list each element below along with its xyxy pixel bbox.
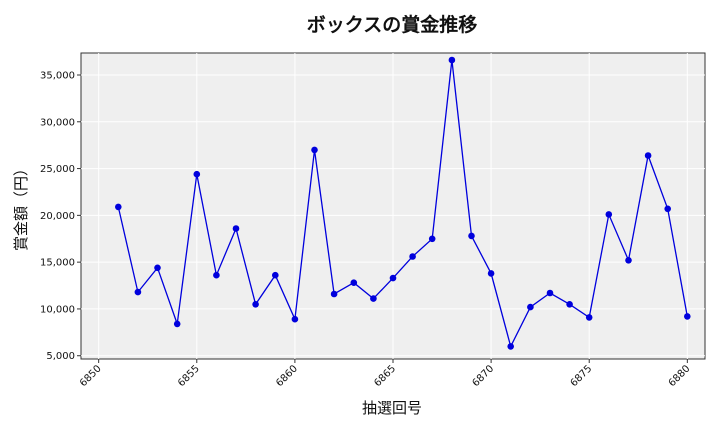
data-point — [507, 343, 514, 350]
series-line — [117, 59, 688, 349]
data-point — [330, 290, 338, 298]
data-point — [311, 146, 318, 154]
data-point — [389, 274, 397, 282]
x-tick-label: 6855 — [176, 363, 202, 389]
data-points — [115, 56, 691, 350]
x-tick-label: 6870 — [470, 363, 496, 389]
data-point — [115, 203, 122, 211]
data-point — [527, 303, 534, 311]
y-tick-label: 20,000 — [40, 211, 75, 222]
data-point — [428, 235, 436, 243]
x-tick-label: 6865 — [372, 363, 398, 389]
y-tick-label: 10,000 — [40, 304, 75, 315]
chart-title: ボックスの賞金推移 — [307, 13, 477, 36]
series-line-path — [117, 59, 688, 349]
x-tick-label: 6880 — [667, 363, 693, 389]
y-tick-label: 15,000 — [40, 258, 75, 269]
y-tick-label: 35,000 — [40, 70, 75, 81]
data-point — [232, 225, 240, 232]
x-tick-label: 6875 — [569, 363, 595, 389]
data-point — [409, 253, 416, 260]
data-point — [448, 56, 456, 64]
x-tick-label: 6850 — [78, 363, 104, 389]
data-point — [605, 211, 613, 218]
data-point — [468, 232, 475, 240]
data-point — [350, 279, 358, 287]
y-tick-label: 5,000 — [46, 351, 75, 362]
data-point — [546, 289, 554, 297]
data-point — [487, 270, 495, 277]
data-point — [684, 313, 691, 320]
x-axis-label: 抽選回号 — [362, 399, 422, 417]
data-point — [173, 320, 181, 328]
data-point — [370, 295, 377, 302]
data-point — [291, 315, 299, 323]
grid — [81, 53, 705, 359]
data-point — [134, 288, 142, 296]
data-point — [154, 264, 161, 272]
data-point — [193, 170, 201, 178]
data-point — [644, 152, 652, 159]
data-point — [566, 301, 573, 308]
y-tick-label: 25,000 — [40, 164, 75, 175]
y-tick-label: 30,000 — [40, 117, 75, 128]
data-point — [272, 271, 279, 279]
data-point — [213, 271, 220, 279]
data-point — [252, 301, 259, 308]
data-point — [664, 205, 671, 213]
data-point — [585, 314, 593, 321]
data-point — [625, 257, 632, 264]
y-axis-label: 賞金額（円） — [12, 161, 30, 251]
x-tick-label: 6860 — [274, 363, 300, 389]
